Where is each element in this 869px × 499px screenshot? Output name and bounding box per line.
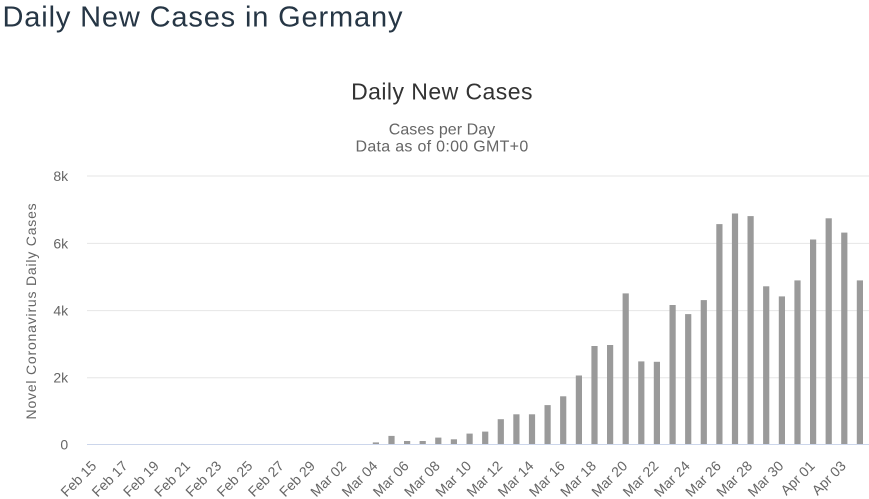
- svg-text:Mar 30: Mar 30: [744, 457, 786, 499]
- svg-text:Novel Coronavirus Daily Cases: Novel Coronavirus Daily Cases: [23, 203, 39, 420]
- svg-text:Daily New Cases in Germany: Daily New Cases in Germany: [3, 2, 404, 34]
- svg-text:0: 0: [60, 437, 68, 453]
- svg-text:Cases per Day: Cases per Day: [389, 121, 495, 138]
- svg-text:2k: 2k: [53, 370, 69, 386]
- svg-text:Daily New Cases: Daily New Cases: [351, 79, 533, 105]
- svg-text:4k: 4k: [53, 303, 69, 319]
- svg-text:Apr 03: Apr 03: [808, 457, 849, 498]
- svg-text:Apr 01: Apr 01: [777, 457, 818, 498]
- svg-text:6k: 6k: [53, 235, 69, 251]
- svg-text:Data as of 0:00 GMT+0: Data as of 0:00 GMT+0: [355, 139, 528, 156]
- svg-text:8k: 8k: [53, 168, 69, 184]
